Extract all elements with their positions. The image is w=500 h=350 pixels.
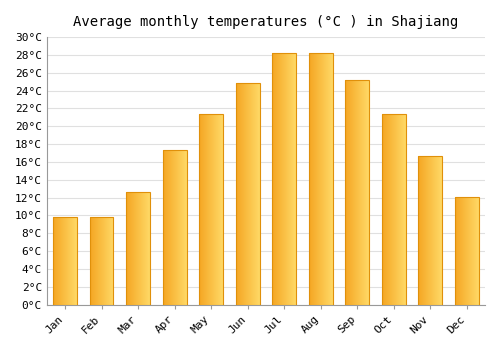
Bar [382, 114, 406, 304]
Bar [272, 53, 296, 304]
Bar [309, 53, 332, 304]
Bar [163, 150, 186, 304]
Bar [346, 80, 369, 304]
Bar [200, 114, 223, 304]
Bar [418, 156, 442, 304]
Title: Average monthly temperatures (°C ) in Shajiang: Average monthly temperatures (°C ) in Sh… [74, 15, 458, 29]
Bar [90, 217, 114, 304]
Bar [455, 197, 478, 304]
Bar [236, 83, 260, 304]
Bar [126, 192, 150, 304]
Bar [54, 217, 77, 304]
